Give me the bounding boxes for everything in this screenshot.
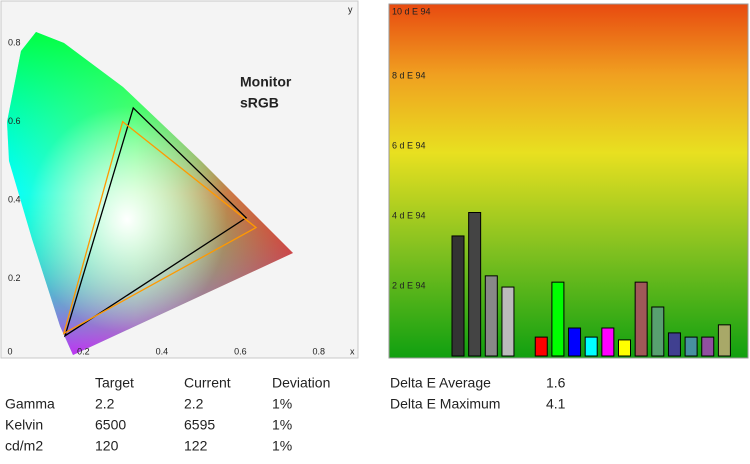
y-tick-label: 4 d E 94	[392, 210, 426, 220]
table-cell: Kelvin	[5, 417, 43, 433]
table-cell: 120	[95, 438, 119, 454]
table-cell: 1%	[272, 417, 292, 433]
bar	[568, 327, 582, 357]
bar	[468, 212, 482, 357]
bar	[534, 336, 548, 357]
bar	[484, 275, 498, 357]
x-axis-label: x	[350, 346, 355, 356]
x-tick-label: 0	[7, 346, 12, 356]
bar	[618, 339, 631, 357]
bar	[584, 336, 598, 357]
table-cell: 1%	[272, 438, 292, 454]
table-cell: cd/m2	[5, 438, 43, 454]
gamut-triangle	[63, 106, 248, 338]
delta-e-cell: Delta E Average	[390, 375, 491, 391]
table-cell: 6500	[95, 417, 126, 433]
x-tick-label: 0.6	[234, 346, 247, 356]
y-tick-label: 2 d E 94	[392, 280, 426, 290]
bar	[601, 327, 615, 357]
bar	[701, 336, 715, 357]
legend-entry: Monitor	[240, 74, 292, 90]
table-cell: 6595	[184, 417, 215, 433]
y-tick-label: 0.6	[8, 116, 21, 126]
x-tick-label: 0.2	[77, 346, 90, 356]
bar	[551, 281, 565, 357]
bar	[451, 235, 465, 357]
y-tick-label: 0.2	[8, 273, 21, 283]
column-header: Target	[95, 375, 134, 391]
table-cell: 122	[184, 438, 208, 454]
table-cell: 1%	[272, 396, 292, 412]
bar-panel	[388, 3, 749, 359]
y-tick-label: 8 d E 94	[392, 70, 426, 80]
delta-e-cell: 4.1	[546, 396, 566, 412]
gamut-triangle	[62, 120, 258, 335]
y-axis-label: y	[348, 4, 353, 14]
bar	[717, 324, 731, 357]
bar	[651, 306, 665, 357]
legend-entry: sRGB	[240, 95, 279, 111]
column-header: Current	[184, 375, 231, 391]
y-tick-label: 0.4	[8, 194, 21, 204]
table-cell: 2.2	[95, 396, 115, 412]
y-tick-label: 0.8	[8, 38, 21, 48]
y-tick-label: 10 d E 94	[392, 6, 431, 16]
spectral-locus	[7, 32, 293, 355]
bar	[667, 332, 681, 357]
table-cell: 2.2	[184, 396, 204, 412]
table-cell: Gamma	[5, 396, 55, 412]
y-tick-label: 6 d E 94	[392, 140, 426, 150]
delta-e-cell: Delta E Maximum	[390, 396, 500, 412]
column-header: Deviation	[272, 375, 330, 391]
bar	[634, 281, 648, 357]
x-tick-label: 0.4	[156, 346, 169, 356]
bar	[501, 286, 515, 357]
delta-e-cell: 1.6	[546, 375, 566, 391]
bar	[684, 336, 698, 357]
x-tick-label: 0.8	[313, 346, 326, 356]
